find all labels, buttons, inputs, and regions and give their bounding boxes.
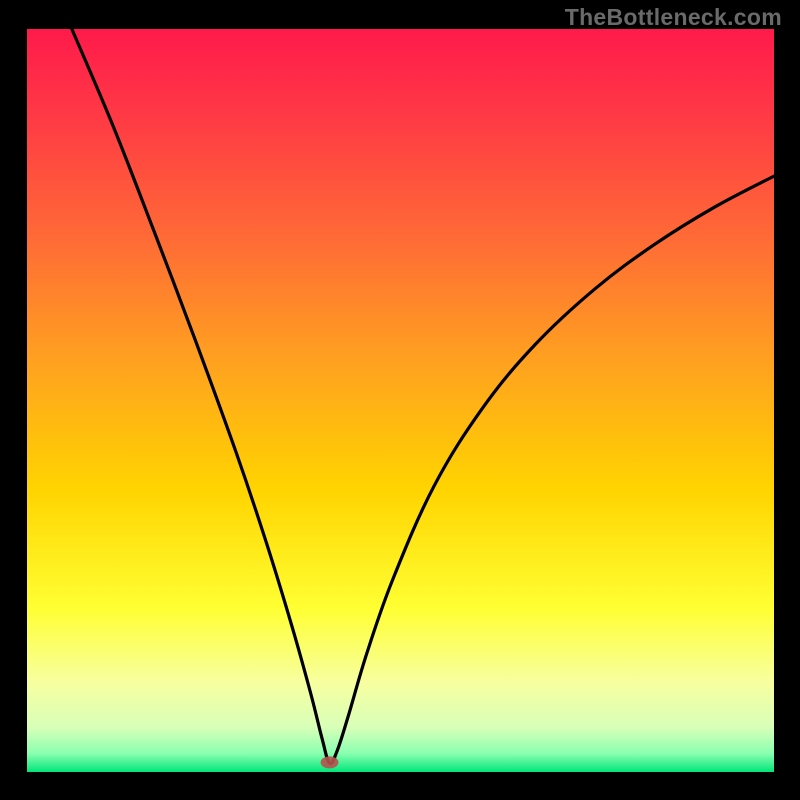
watermark-text: TheBottleneck.com [565, 4, 782, 31]
plot-svg [27, 29, 774, 772]
gradient-background [27, 29, 774, 772]
minimum-marker [321, 756, 339, 768]
chart-frame: TheBottleneck.com [0, 0, 800, 800]
plot-area [27, 29, 774, 772]
